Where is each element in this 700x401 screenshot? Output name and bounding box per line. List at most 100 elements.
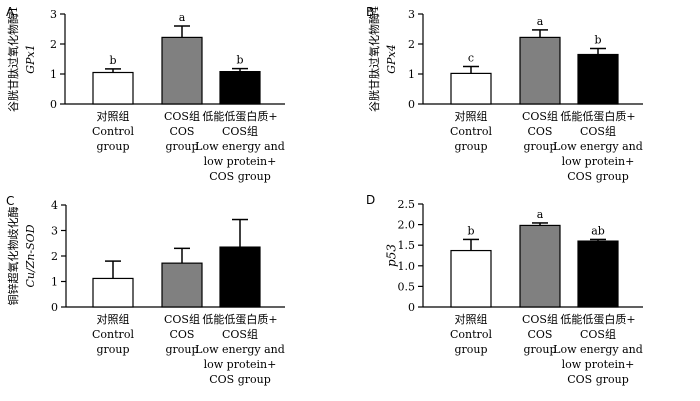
x-tick-label-line: Control: [450, 328, 492, 341]
significance-letter: b: [594, 34, 601, 47]
significance-letter: a: [537, 208, 544, 221]
x-tick-label-line: COS组: [222, 124, 258, 138]
x-tick-label-line: COS: [528, 328, 553, 341]
x-tick-label-line: group: [454, 140, 487, 153]
x-tick-label-line: group: [454, 343, 487, 356]
bar: [92, 71, 134, 105]
y-tick-label: 0: [408, 98, 415, 111]
y-axis-label: 谷胱甘肽过氧化物酶4: [367, 6, 381, 112]
y-tick-label: 0: [51, 301, 58, 314]
y-tick-label: 2: [50, 38, 57, 51]
bar: [219, 246, 261, 308]
x-tick-label-line: Low energy and: [195, 140, 285, 153]
y-tick-label: 2: [51, 250, 58, 263]
x-tick-label-line: COS组: [522, 312, 558, 326]
y-tick-label: 1: [51, 276, 58, 289]
x-tick-label-line: 对照组: [97, 109, 130, 123]
x-tick-label: 低能低蛋白质+ COS组 Low energy and low protein+ COS…: [195, 109, 285, 183]
panel-letter: D: [366, 193, 375, 207]
x-tick-label-line: 对照组: [97, 312, 130, 326]
x-tick-label-line: Low energy and: [553, 343, 643, 356]
bar: [450, 249, 492, 308]
x-tick-label-line: 对照组: [455, 312, 488, 326]
x-tick-label-line: COS group: [209, 170, 271, 183]
y-axis-label: 谷胱甘肽过氧化物酶1: [6, 6, 20, 112]
panel-letter: A: [6, 5, 15, 19]
x-tick-label-line: low protein+: [204, 155, 277, 168]
x-tick-label: 对照组 Control group: [450, 312, 492, 356]
x-tick-label: 对照组 Control group: [92, 109, 134, 153]
bar: [450, 72, 492, 105]
x-tick-label-line: low protein+: [562, 358, 635, 371]
y-axis-label-abbrev: Cu/Zn-SOD: [24, 224, 37, 287]
bar: [577, 240, 619, 308]
x-tick-label-line: 低能低蛋白质+: [560, 312, 635, 326]
y-tick-label: 4: [51, 199, 58, 212]
x-tick-label-line: COS: [528, 125, 553, 138]
y-axis-label: 铜锌超氧化物歧化酶: [6, 207, 20, 306]
x-tick-label-line: group: [96, 140, 129, 153]
x-tick-label-line: 低能低蛋白质+: [202, 312, 277, 326]
x-tick-label: COS组 COS group: [164, 109, 200, 153]
y-axis-label-abbrev: GPx4: [385, 44, 398, 73]
significance-letter: b: [467, 224, 474, 237]
panel-letter: B: [366, 5, 374, 19]
x-tick-label: COS组 COS group: [164, 312, 200, 356]
x-tick-label: 低能低蛋白质+ COS组 Low energy and low protein+ COS…: [553, 312, 643, 386]
x-tick-label: 对照组 Control group: [450, 109, 492, 153]
y-tick-label: 0.5: [398, 280, 416, 293]
x-tick-label-line: Low energy and: [553, 140, 643, 153]
significance-letter: a: [179, 11, 186, 24]
bar: [577, 53, 619, 105]
x-tick-label-line: COS组: [164, 109, 200, 123]
x-tick-label-line: Control: [450, 125, 492, 138]
significance-letter: b: [236, 54, 243, 67]
x-tick-label-line: COS group: [209, 373, 271, 386]
x-tick-label: 对照组 Control group: [92, 312, 134, 356]
y-tick-label: 0: [50, 98, 57, 111]
x-tick-label-line: group: [165, 343, 198, 356]
x-tick-label-line: 低能低蛋白质+: [202, 109, 277, 123]
x-tick-label-line: 低能低蛋白质+: [560, 109, 635, 123]
x-tick-label-line: group: [165, 140, 198, 153]
bar: [161, 36, 203, 105]
y-tick-label: 1: [50, 68, 57, 81]
x-tick-label-line: COS group: [567, 373, 629, 386]
x-tick-label-line: COS组: [222, 327, 258, 341]
x-tick-label-line: group: [523, 140, 556, 153]
y-tick-label: 2.5: [398, 198, 416, 211]
x-tick-label-line: COS组: [580, 327, 616, 341]
y-tick-label: 3: [408, 8, 415, 21]
x-tick-label-line: COS组: [164, 312, 200, 326]
significance-letter: a: [537, 15, 544, 28]
bar: [92, 277, 134, 308]
x-tick-label-line: group: [523, 343, 556, 356]
significance-letter: b: [109, 54, 116, 67]
x-tick-label-line: COS: [170, 125, 195, 138]
x-tick-label-line: Control: [92, 328, 134, 341]
y-tick-label: 3: [50, 8, 57, 21]
y-tick-label: 0: [408, 301, 415, 314]
x-tick-label: COS组 COS group: [522, 109, 558, 153]
bar: [219, 70, 261, 105]
y-tick-label: 1.0: [398, 260, 416, 273]
x-tick-label-line: group: [96, 343, 129, 356]
x-tick-label: 低能低蛋白质+ COS组 Low energy and low protein+ COS…: [553, 109, 643, 183]
y-axis-label-abbrev: p53: [385, 244, 399, 267]
x-tick-label-line: low protein+: [204, 358, 277, 371]
x-tick-label-line: 对照组: [455, 109, 488, 123]
y-tick-label: 2.0: [398, 219, 416, 232]
bar: [519, 224, 561, 308]
bar: [519, 36, 561, 105]
x-tick-label-line: low protein+: [562, 155, 635, 168]
bar: [161, 262, 203, 308]
y-tick-label: 2: [408, 38, 415, 51]
x-tick-label: 低能低蛋白质+ COS组 Low energy and low protein+ COS…: [195, 312, 285, 386]
x-tick-label-line: COS: [170, 328, 195, 341]
x-tick-label: COS组 COS group: [522, 312, 558, 356]
